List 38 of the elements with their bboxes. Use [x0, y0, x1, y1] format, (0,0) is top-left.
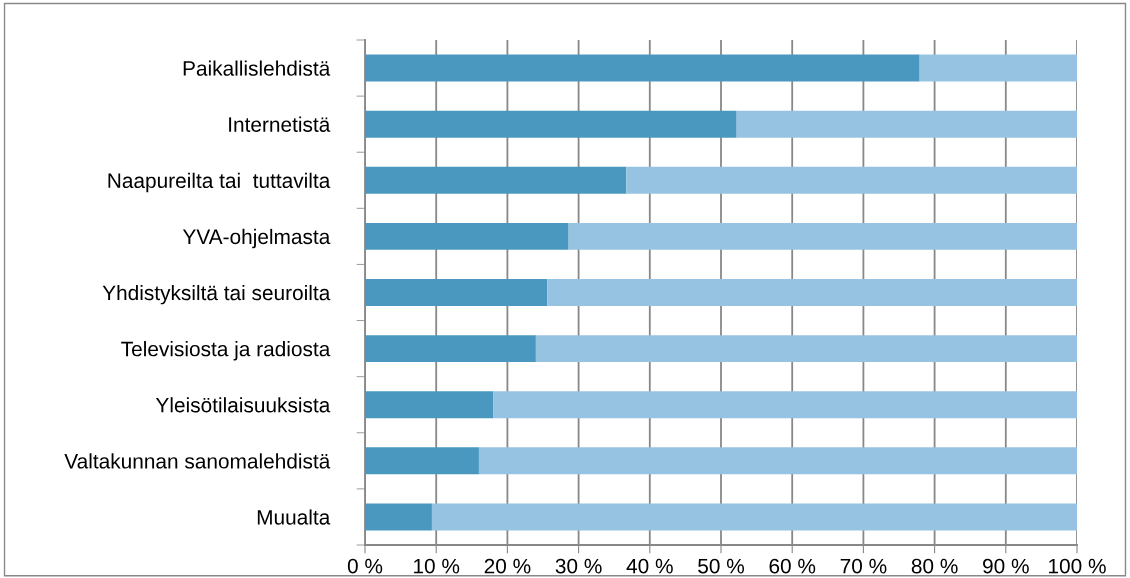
bar: [365, 447, 479, 475]
bar: [365, 166, 627, 194]
y-tick-label: Yhdistyksiltä tai seuroilta: [102, 284, 331, 305]
bar: [365, 335, 536, 363]
bar: [568, 222, 1077, 250]
x-tick-label: 40 %: [626, 558, 673, 574]
bar: [478, 447, 1077, 475]
x-tick-label: 100 %: [1049, 558, 1106, 574]
y-tick-label: Internetistä: [229, 116, 331, 132]
bar: [365, 110, 737, 138]
bar: [431, 503, 1077, 531]
bar: [547, 279, 1077, 306]
x-tick-label: 90 %: [983, 558, 1029, 574]
y-tick-label: Yleisötilaisuuksista: [155, 397, 331, 413]
bar: [535, 335, 1077, 363]
bar: [365, 54, 920, 82]
bar: [493, 391, 1077, 419]
y-tick-label: Televisiosta ja radiosta: [121, 341, 331, 361]
bar: [736, 110, 1077, 138]
bar: [365, 503, 432, 531]
x-tick-label: 30 %: [555, 558, 602, 574]
bar: [919, 54, 1077, 82]
x-tick-label: 10 %: [414, 558, 460, 574]
y-tick-label: Valtakunnan sanomalehdistä: [64, 453, 331, 469]
x-tick-label: 70 %: [840, 558, 887, 574]
x-tick-label: 50 %: [698, 558, 744, 574]
x-tick-label: 80 %: [911, 558, 958, 574]
bar: [365, 222, 569, 250]
y-tick-label: Naapureilta tai tuttavilta: [108, 172, 331, 193]
y-tick-label: Paikallislehdistä: [183, 60, 331, 76]
bar: [365, 391, 494, 419]
x-tick-label: 20 %: [484, 558, 531, 574]
y-tick-label: Muualta: [257, 509, 331, 525]
x-tick-label: 60 %: [769, 558, 816, 574]
x-tick-label: 0 %: [347, 558, 383, 574]
bar: [365, 279, 548, 306]
bar: [626, 166, 1077, 194]
y-tick-label: YVA-ohjelmasta: [182, 228, 331, 249]
